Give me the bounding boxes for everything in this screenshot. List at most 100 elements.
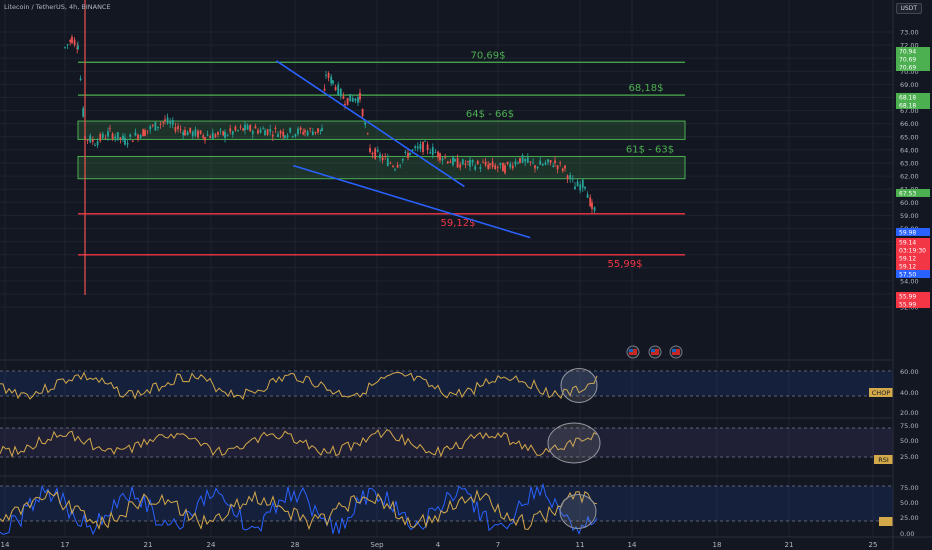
- pane-band: [0, 371, 893, 396]
- candle-body: [547, 159, 549, 163]
- candle-body: [154, 122, 157, 131]
- time-tick: 24: [207, 541, 216, 549]
- candle-body: [381, 157, 384, 161]
- candle-body: [426, 144, 429, 150]
- candle-body: [257, 130, 259, 134]
- price-tag-text: 57.50: [899, 272, 916, 279]
- candle-body: [446, 161, 449, 164]
- candle-body: [566, 175, 569, 180]
- candle-body: [171, 120, 174, 125]
- candle-body: [237, 130, 239, 131]
- candle-body: [286, 135, 289, 138]
- candle-body: [411, 149, 414, 151]
- candle-body: [302, 132, 305, 135]
- time-axis[interactable]: 14 17 21 24 28 Sep 4 7 11 14 18 21 25: [0, 536, 932, 549]
- indicator-tick: 25.00: [900, 453, 919, 461]
- candle-body: [591, 202, 593, 209]
- candle-body: [441, 158, 444, 161]
- candle-body: [91, 139, 94, 142]
- candle-body: [506, 161, 509, 164]
- candle-body: [306, 131, 309, 136]
- candle-body: [222, 131, 225, 136]
- indicator-tick: 50.00: [900, 499, 919, 507]
- candle-body: [309, 128, 312, 130]
- candle-body: [346, 98, 349, 105]
- candle-body: [416, 146, 419, 149]
- candle-body: [89, 135, 92, 143]
- candle-body: [249, 125, 252, 131]
- currency-badge[interactable]: USDT: [895, 3, 922, 14]
- candle-body: [467, 161, 469, 163]
- candle-body: [444, 157, 447, 159]
- candle-body: [337, 84, 340, 95]
- indicator-name: RSI: [878, 456, 889, 464]
- candle-body: [532, 162, 534, 164]
- price-tag-text: 59.98: [899, 230, 916, 237]
- candle-body: [454, 159, 456, 162]
- candle-body: [104, 138, 107, 139]
- candle-body: [354, 98, 357, 101]
- candle-body: [529, 161, 532, 163]
- candle-body: [574, 186, 576, 190]
- candle-body: [294, 133, 297, 137]
- time-tick: 25: [869, 541, 878, 549]
- price-tag-text: 55.99: [899, 294, 916, 301]
- candle-body: [321, 128, 323, 131]
- candle-body: [484, 161, 487, 166]
- candle-body: [364, 122, 367, 125]
- candle-body: [206, 134, 209, 136]
- indicator-tick: 75.00: [900, 422, 919, 430]
- candle-body: [157, 126, 159, 129]
- candle-body: [342, 96, 345, 99]
- candle-body: [502, 162, 504, 172]
- candle-body: [254, 126, 257, 129]
- price-tag: [896, 101, 930, 109]
- price-tick: 60.00: [900, 199, 919, 207]
- candle-body: [116, 132, 119, 140]
- candle-body: [279, 130, 282, 134]
- candle-body: [199, 130, 202, 134]
- level-label: 55,99$: [608, 259, 643, 270]
- support-resistance-zones: 64$ - 66$ 61$ - 63$: [77, 109, 686, 180]
- candle-body: [204, 137, 206, 141]
- price-tag: [896, 254, 930, 262]
- candle-body: [174, 127, 177, 131]
- candle-body: [271, 134, 274, 137]
- candle-body: [291, 136, 294, 137]
- candle-body: [593, 207, 596, 211]
- candle-body: [304, 130, 306, 133]
- candle-body: [109, 128, 111, 130]
- candle-body: [474, 166, 477, 170]
- candle-body: [149, 126, 152, 130]
- indicator-name: CHOP: [872, 389, 891, 397]
- candle-body: [166, 117, 169, 123]
- candle-body: [536, 166, 539, 169]
- candle-body: [334, 87, 337, 91]
- event-flags[interactable]: [626, 345, 683, 359]
- candle-body: [409, 152, 411, 156]
- price-tick: 66.00: [900, 120, 919, 128]
- candle-body: [231, 131, 234, 135]
- candle-body: [431, 147, 434, 155]
- price-tag-text: 55.99: [899, 302, 916, 309]
- price-candles: [64, 0, 596, 295]
- candle-body: [177, 126, 179, 130]
- candle-body: [369, 148, 371, 153]
- candle-body: [526, 157, 529, 163]
- time-tick: 4: [436, 541, 441, 549]
- highlight-ellipse: [559, 494, 597, 529]
- us-flag-icon: [672, 349, 676, 352]
- candle-body: [386, 158, 389, 167]
- candle-body: [189, 127, 192, 133]
- candle-body: [349, 93, 352, 102]
- level-label: 70,69$: [471, 50, 506, 61]
- candle-body: [131, 140, 134, 143]
- price-tag: [896, 270, 930, 278]
- candle-body: [581, 179, 584, 188]
- price-tag: [896, 292, 930, 300]
- candle-body: [429, 152, 432, 154]
- candle-body: [471, 159, 474, 163]
- candle-body: [401, 158, 404, 161]
- price-tag: [896, 246, 930, 254]
